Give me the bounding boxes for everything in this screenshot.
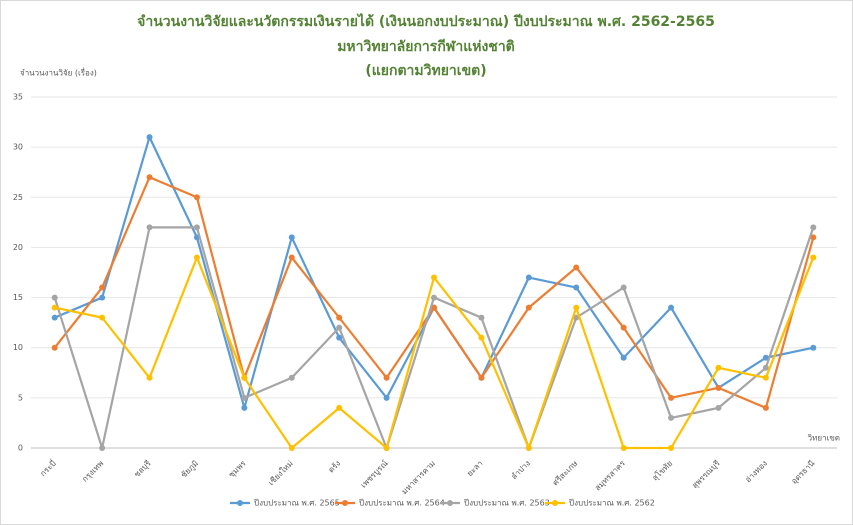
- x-axis-label: วิทยาเขต: [807, 434, 840, 443]
- data-point: [478, 314, 485, 321]
- data-point: [336, 334, 343, 341]
- data-point: [620, 354, 627, 361]
- data-point: [99, 294, 106, 301]
- data-point: [383, 445, 390, 451]
- data-point: [193, 254, 200, 261]
- data-point: [241, 404, 248, 411]
- legend-marker: [447, 500, 453, 506]
- data-point: [620, 445, 627, 451]
- data-point: [668, 414, 675, 421]
- data-point: [620, 284, 627, 291]
- legend-label: ปีงบประมาณ พ.ศ. 2564: [358, 499, 445, 508]
- data-point: [383, 374, 390, 381]
- y-tick-label: 15: [13, 293, 23, 302]
- y-tick-label: 5: [18, 393, 23, 402]
- data-point: [193, 224, 200, 231]
- data-point: [288, 374, 295, 381]
- data-point: [810, 344, 817, 351]
- legend-label: ปีงบประมาณ พ.ศ. 2562: [568, 499, 655, 508]
- data-point: [336, 314, 343, 321]
- data-point: [99, 445, 106, 451]
- chart-title: จำนวนงานวิจัยและนวัตกรรมเงินรายได้ (เงิน…: [137, 12, 715, 30]
- legend-label: ปีงบประมาณ พ.ศ. 2565: [253, 499, 340, 508]
- data-point: [668, 304, 675, 311]
- data-point: [431, 304, 437, 311]
- chart-subtitle: (แยกตามวิทยาเขต): [365, 63, 486, 79]
- data-point: [241, 374, 248, 381]
- legend-marker: [552, 500, 558, 506]
- data-point: [146, 224, 153, 231]
- data-point: [573, 304, 580, 311]
- data-point: [525, 445, 532, 451]
- data-point: [146, 134, 153, 141]
- data-point: [668, 445, 675, 451]
- data-point: [810, 254, 817, 261]
- legend-marker: [237, 500, 243, 506]
- data-point: [762, 374, 769, 381]
- data-point: [715, 404, 722, 411]
- data-point: [288, 254, 295, 261]
- y-tick-label: 10: [13, 343, 23, 352]
- data-point: [241, 394, 248, 401]
- data-point: [99, 284, 106, 291]
- data-point: [51, 344, 58, 351]
- data-point: [336, 404, 343, 411]
- data-point: [573, 314, 580, 321]
- data-point: [668, 394, 675, 401]
- y-tick-label: 25: [13, 193, 23, 202]
- data-point: [478, 374, 485, 381]
- data-point: [573, 284, 580, 291]
- data-point: [146, 374, 153, 381]
- data-point: [715, 384, 722, 391]
- data-point: [573, 264, 580, 271]
- legend-marker: [342, 500, 348, 506]
- data-point: [431, 294, 437, 301]
- data-point: [383, 394, 390, 401]
- data-point: [810, 234, 817, 241]
- y-tick-label: 35: [13, 93, 23, 102]
- data-point: [193, 194, 200, 201]
- chart-subtitle: มหาวิทยาลัยการกีฬาแห่งชาติ: [337, 39, 515, 55]
- data-point: [810, 224, 817, 231]
- data-point: [51, 294, 58, 301]
- data-point: [478, 334, 485, 341]
- y-tick-label: 20: [13, 243, 23, 252]
- data-point: [146, 174, 153, 181]
- legend-label: ปีงบประมาณ พ.ศ. 2563: [463, 499, 550, 508]
- data-point: [288, 445, 295, 451]
- data-point: [620, 324, 627, 331]
- y-axis-label: จำนวนงานวิจัย (เรื่อง): [20, 67, 97, 78]
- data-point: [288, 234, 295, 241]
- data-point: [715, 364, 722, 371]
- data-point: [336, 324, 343, 331]
- data-point: [431, 274, 437, 281]
- data-point: [51, 314, 58, 321]
- data-point: [762, 354, 769, 361]
- y-tick-label: 30: [13, 143, 23, 152]
- data-point: [525, 304, 532, 311]
- data-point: [51, 304, 58, 311]
- data-point: [762, 364, 769, 371]
- y-tick-label: 0: [18, 444, 23, 453]
- data-point: [762, 404, 769, 411]
- data-point: [525, 274, 532, 281]
- data-point: [99, 314, 106, 321]
